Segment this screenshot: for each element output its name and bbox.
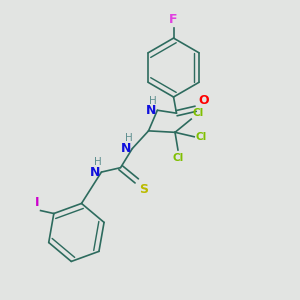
Text: F: F xyxy=(169,13,178,26)
Text: H: H xyxy=(125,133,133,143)
Text: H: H xyxy=(94,157,102,167)
Text: I: I xyxy=(34,196,39,209)
Text: Cl: Cl xyxy=(196,132,207,142)
Text: O: O xyxy=(198,94,208,107)
Text: Cl: Cl xyxy=(193,108,204,118)
Text: N: N xyxy=(90,166,100,178)
Text: N: N xyxy=(121,142,131,155)
Text: S: S xyxy=(139,183,148,196)
Text: N: N xyxy=(146,104,156,117)
Text: H: H xyxy=(149,96,157,106)
Text: Cl: Cl xyxy=(172,153,184,163)
